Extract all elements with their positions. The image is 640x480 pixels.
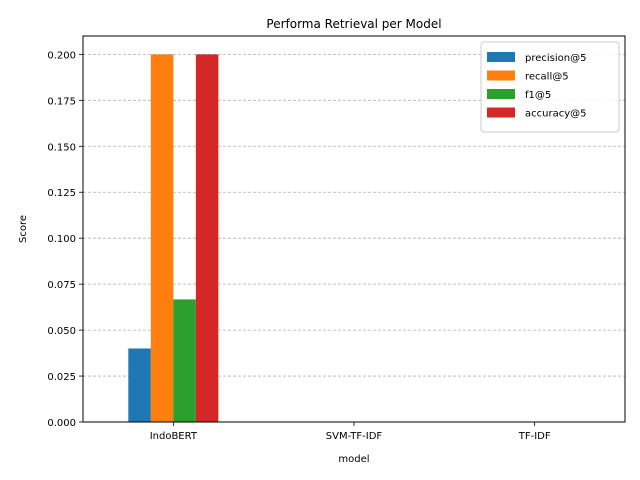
legend: precision@5 recall@5 f1@5 accuracy@5 [480,41,620,133]
legend-swatch [487,107,515,118]
x-axis: IndoBERT SVM-TF-IDF TF-IDF [150,422,551,442]
y-tick-label: 0.025 [47,372,76,383]
x-tick-label: TF-IDF [518,431,551,442]
legend-label: precision@5 [525,53,586,64]
legend-label: accuracy@5 [525,109,586,120]
bar-accuracy-at-5-indobert [195,54,219,422]
bars [128,54,219,422]
y-tick-label: 0.050 [47,326,76,337]
y-axis-label: Score [18,215,29,243]
x-tick-label: IndoBERT [150,431,198,442]
bar-f1-at-5-indobert [173,299,196,422]
y-tick-label: 0.150 [47,142,76,153]
legend-swatch [487,52,515,62]
bar-recall-at-5-indobert [150,54,174,422]
y-tick-label: 0.075 [47,280,76,291]
chart-title: Performa Retrieval per Model [266,17,441,31]
legend-label: recall@5 [525,72,569,83]
x-tick-label: SVM-TF-IDF [326,431,383,442]
legend-label: f1@5 [525,90,551,101]
y-tick-label: 0.125 [47,188,76,199]
legend-box [480,41,620,133]
bar-precision-at-5-indobert [128,348,151,422]
legend-swatch [487,70,515,81]
y-tick-label: 0.175 [47,96,76,107]
legend-swatch [487,89,515,99]
x-axis-label: model [338,454,369,465]
y-tick-label: 0.200 [47,50,76,61]
y-tick-label: 0.100 [47,234,76,245]
y-tick-label: 0.000 [47,418,76,429]
y-axis: 0.000 0.025 0.050 0.075 0.100 0.125 0.150 0.175… [47,50,83,429]
